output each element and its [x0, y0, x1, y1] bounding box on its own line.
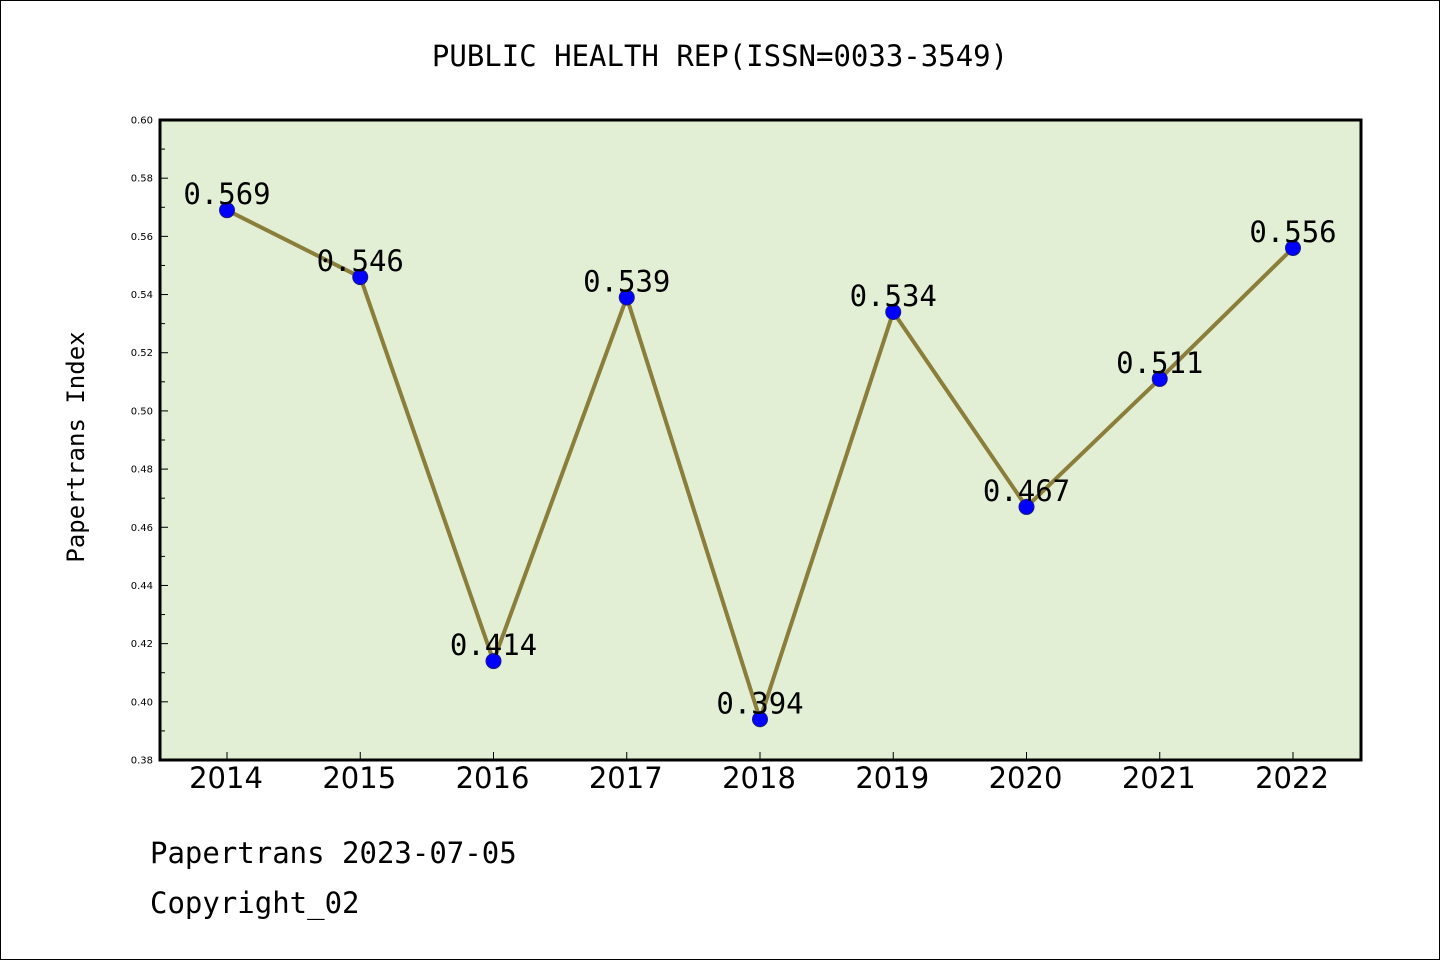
y-tick-label: 0.48	[131, 465, 153, 476]
data-label: 0.511	[1116, 346, 1203, 380]
chart-title: PUBLIC HEALTH REP(ISSN=0033-3549)	[432, 39, 1008, 73]
plot-border	[158, 118, 1363, 762]
x-tick-label: 2021	[1122, 761, 1196, 795]
y-tick-label: 0.38	[131, 756, 153, 767]
data-point	[1285, 240, 1301, 256]
data-point	[752, 711, 768, 728]
y-axis-label: Papertrans Index	[62, 331, 90, 562]
y-tick-label: 0.44	[131, 581, 153, 592]
series-layer	[219, 202, 1301, 728]
y-tick-label: 0.50	[131, 406, 153, 417]
data-point	[352, 269, 369, 286]
data-point	[485, 653, 502, 670]
footer-copyright: Copyright_02	[150, 886, 360, 920]
data-label: 0.467	[983, 474, 1070, 508]
x-tick-label: 2020	[989, 761, 1063, 795]
x-tick-label: 2019	[855, 761, 929, 795]
data-label: 0.539	[583, 264, 670, 298]
y-tick-label: 0.58	[131, 174, 153, 185]
data-label: 0.569	[183, 177, 270, 211]
data-labels: 0.569 0.546 0.414 0.539 0.394 0.534 0.467 0.511…	[183, 177, 1336, 720]
x-tick-label: 2018	[722, 761, 796, 795]
footer-date: Papertrans 2023-07-05	[150, 836, 517, 870]
data-point	[219, 202, 235, 219]
plot-area	[160, 120, 1361, 760]
y-axis: 0.38 0.40 0.42 0.44 0.46 0.48 0.50 0.52 0.54 0.56…	[131, 116, 168, 767]
x-tick-label: 2015	[322, 761, 396, 795]
x-axis: 2014 2015 2016 2017 2018 2019 2020 2021 2022	[189, 752, 1329, 795]
x-tick-label: 2017	[589, 761, 663, 795]
y-tick-label: 0.60	[131, 116, 153, 127]
y-tick-label: 0.42	[131, 639, 153, 650]
data-label: 0.556	[1249, 215, 1336, 249]
x-tick-label: 2014	[189, 761, 263, 795]
x-tick-label: 2016	[456, 761, 530, 795]
data-point	[885, 304, 902, 320]
data-point	[1018, 498, 1035, 515]
y-tick-label: 0.56	[131, 232, 153, 243]
y-tick-label: 0.40	[131, 697, 153, 708]
x-tick-label: 2022	[1255, 761, 1329, 795]
data-label: 0.546	[317, 244, 404, 278]
y-tick-label: 0.54	[131, 290, 153, 301]
data-label: 0.414	[450, 628, 537, 662]
data-label: 0.534	[850, 279, 937, 313]
data-point	[618, 289, 635, 306]
data-point	[1151, 370, 1168, 387]
data-label: 0.394	[716, 686, 803, 720]
y-tick-label: 0.46	[131, 523, 153, 534]
y-tick-label: 0.52	[131, 348, 153, 359]
